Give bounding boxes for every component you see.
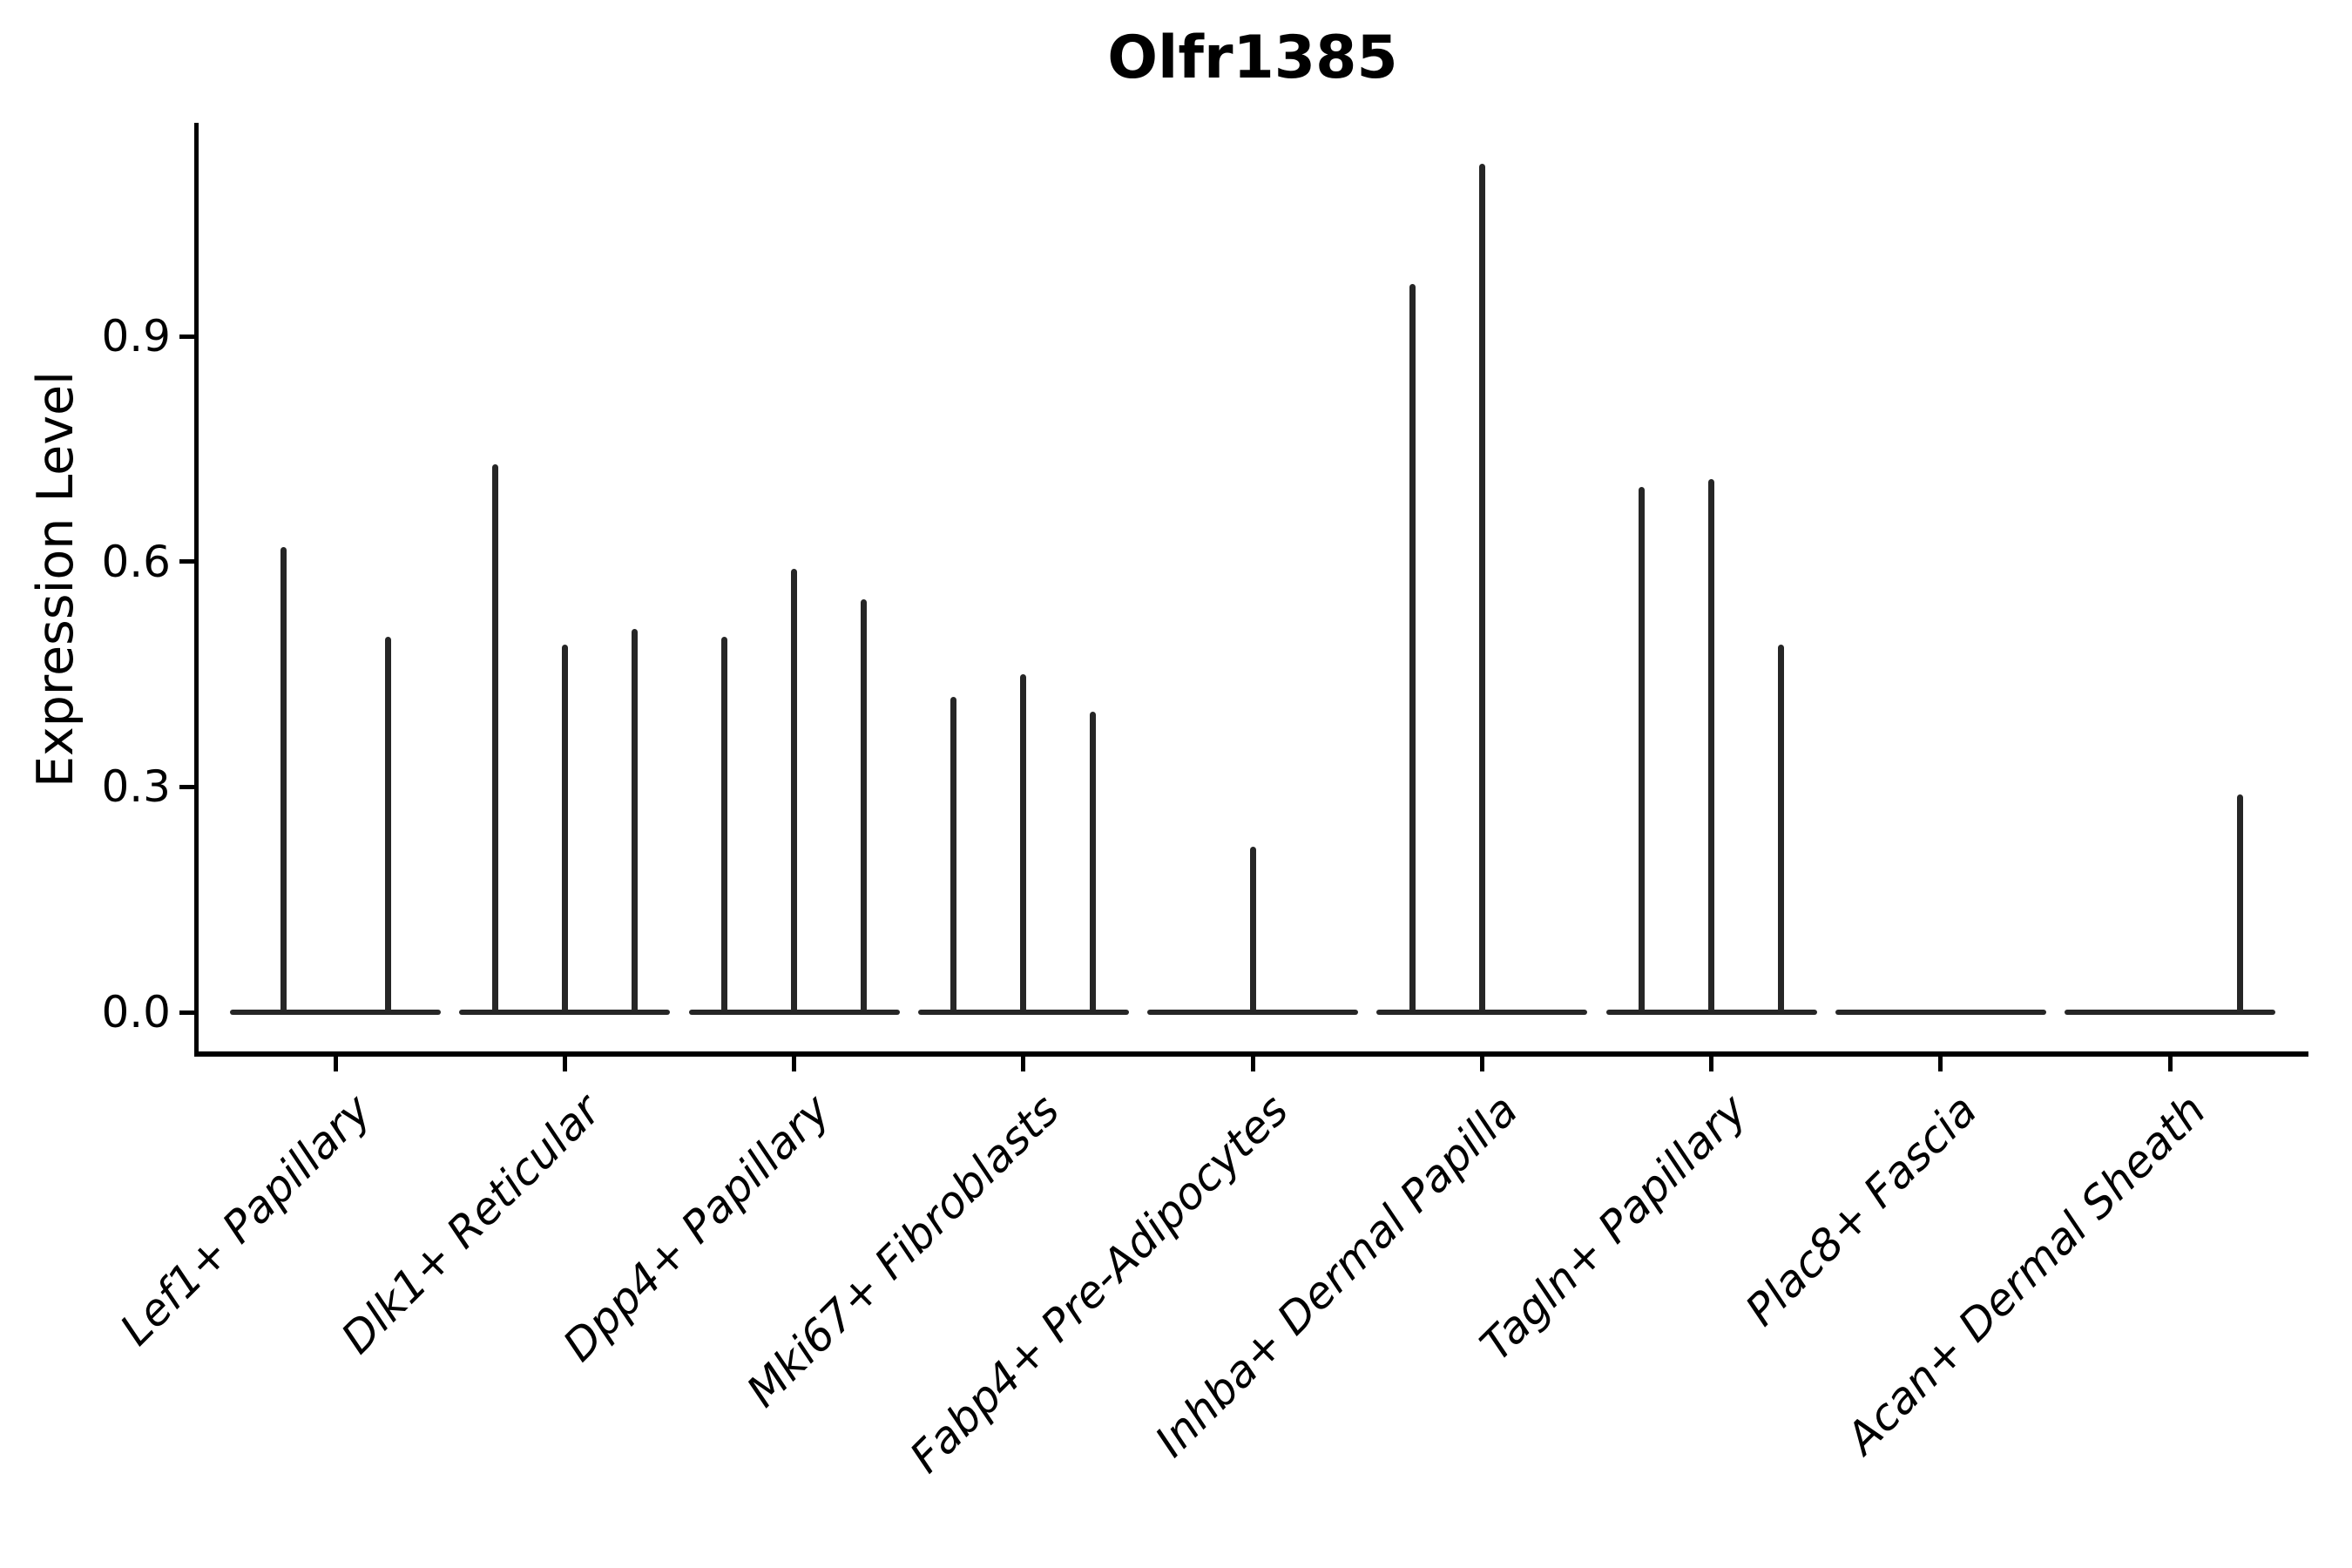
violin-spike <box>631 629 638 1015</box>
x-tick-label: Lef1+ Papillary <box>111 1085 382 1355</box>
x-tick <box>1250 1051 1255 1071</box>
y-tick <box>179 1010 194 1015</box>
x-tick-label: Plac8+ Fascia <box>1735 1085 1987 1336</box>
x-tick <box>1021 1051 1026 1071</box>
chart-title: Olfr1385 <box>1107 24 1398 92</box>
violin-spike <box>1249 847 1256 1015</box>
violin-spike <box>1708 478 1714 1015</box>
violin-baseline <box>2065 1010 2275 1015</box>
violin-baseline <box>1835 1010 2046 1015</box>
y-tick <box>179 559 194 564</box>
x-tick <box>1938 1051 1943 1071</box>
x-tick <box>792 1051 796 1071</box>
violin-spike <box>491 463 498 1015</box>
violin-spike <box>1478 163 1485 1015</box>
x-tick <box>562 1051 567 1071</box>
y-axis-spine <box>194 123 199 1057</box>
y-tick-label: 0.9 <box>101 311 171 362</box>
x-tick <box>1479 1051 1484 1071</box>
violin-spike <box>1090 712 1097 1015</box>
x-tick <box>1709 1051 1713 1071</box>
violin-spike <box>2236 794 2243 1015</box>
y-tick <box>179 784 194 789</box>
x-tick-label: Fabp4+ Pre-Adipocytes <box>900 1085 1299 1483</box>
x-tick <box>2167 1051 2173 1071</box>
violin-baseline <box>230 1010 441 1015</box>
x-tick <box>333 1051 338 1071</box>
y-tick-label: 0.6 <box>101 536 171 587</box>
violin-spike <box>1409 283 1416 1015</box>
violin-spike <box>791 569 797 1015</box>
y-tick-label: 0.0 <box>101 987 171 1037</box>
violin-spike <box>861 598 867 1015</box>
violin-spike <box>950 696 957 1015</box>
violin-spike <box>561 644 568 1015</box>
y-tick-label: 0.3 <box>101 761 171 813</box>
violin-spike <box>384 637 391 1015</box>
y-tick <box>179 334 194 339</box>
violin-spike <box>1778 644 1784 1015</box>
violin-spike <box>1639 486 1645 1015</box>
violin-spike <box>1020 674 1027 1015</box>
violin-spike <box>280 546 287 1015</box>
violin-spike <box>721 637 727 1015</box>
